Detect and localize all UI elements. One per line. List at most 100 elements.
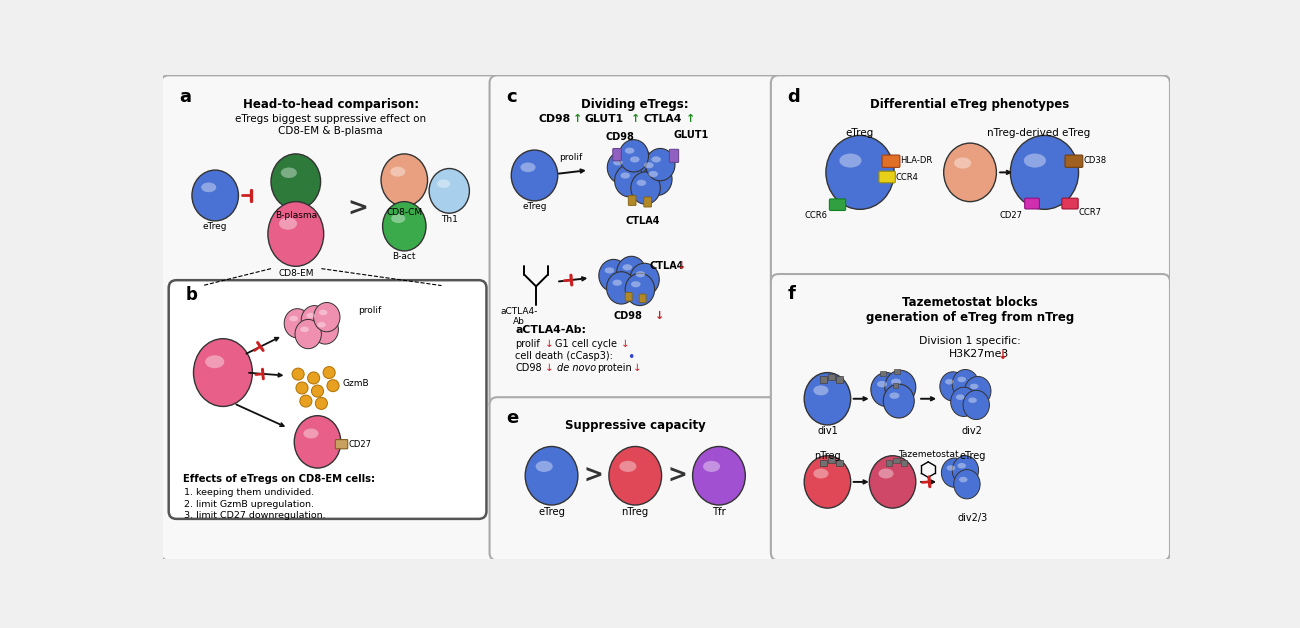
Text: CD98: CD98 — [515, 364, 542, 373]
Text: Ab: Ab — [514, 317, 525, 326]
Ellipse shape — [318, 310, 328, 315]
Text: ↓: ↓ — [620, 338, 629, 349]
Ellipse shape — [608, 447, 662, 505]
FancyBboxPatch shape — [883, 155, 900, 168]
FancyBboxPatch shape — [161, 75, 500, 560]
FancyBboxPatch shape — [1065, 155, 1083, 168]
Text: CD8-EM & B-plasma: CD8-EM & B-plasma — [278, 126, 384, 136]
FancyBboxPatch shape — [625, 293, 632, 301]
FancyBboxPatch shape — [893, 382, 898, 388]
FancyBboxPatch shape — [901, 460, 907, 466]
Ellipse shape — [619, 139, 649, 172]
Ellipse shape — [625, 273, 655, 306]
Text: c: c — [507, 88, 517, 106]
Ellipse shape — [202, 183, 216, 192]
Ellipse shape — [624, 148, 654, 181]
Text: HLA-DR: HLA-DR — [901, 156, 932, 165]
FancyBboxPatch shape — [644, 197, 651, 207]
FancyBboxPatch shape — [628, 195, 636, 205]
Text: Suppressive capacity: Suppressive capacity — [566, 419, 706, 432]
Ellipse shape — [637, 180, 646, 186]
Ellipse shape — [950, 387, 978, 416]
Text: aCTLA4-: aCTLA4- — [500, 307, 538, 316]
Ellipse shape — [194, 338, 252, 406]
FancyBboxPatch shape — [1024, 198, 1040, 209]
Ellipse shape — [612, 279, 621, 286]
FancyBboxPatch shape — [335, 440, 347, 449]
Ellipse shape — [520, 163, 536, 172]
Text: eTreg: eTreg — [959, 451, 985, 461]
Text: d: d — [788, 88, 800, 106]
Ellipse shape — [625, 148, 634, 154]
Text: Th1: Th1 — [441, 215, 458, 224]
Text: CTLA4: CTLA4 — [649, 261, 684, 271]
FancyBboxPatch shape — [885, 460, 892, 466]
Text: b: b — [186, 286, 198, 303]
FancyBboxPatch shape — [820, 460, 828, 466]
Ellipse shape — [295, 320, 321, 349]
Ellipse shape — [391, 214, 406, 223]
Ellipse shape — [946, 465, 956, 471]
FancyBboxPatch shape — [771, 274, 1170, 560]
Ellipse shape — [959, 477, 967, 482]
Text: B-plasma: B-plasma — [274, 211, 317, 220]
Ellipse shape — [620, 173, 630, 178]
Text: ↓: ↓ — [677, 261, 686, 271]
Text: div2: div2 — [962, 426, 983, 436]
Ellipse shape — [280, 217, 298, 230]
Text: ↓: ↓ — [633, 364, 642, 373]
FancyBboxPatch shape — [836, 460, 842, 466]
FancyBboxPatch shape — [169, 280, 486, 519]
Ellipse shape — [944, 143, 996, 202]
Ellipse shape — [294, 416, 341, 468]
Ellipse shape — [870, 456, 915, 508]
Circle shape — [328, 380, 339, 392]
Text: CD27: CD27 — [1000, 211, 1023, 220]
Text: e: e — [507, 409, 519, 427]
Text: nTreg-derived eTreg: nTreg-derived eTreg — [987, 127, 1089, 138]
Circle shape — [296, 382, 308, 394]
FancyBboxPatch shape — [820, 376, 828, 382]
Ellipse shape — [268, 202, 324, 266]
Ellipse shape — [883, 384, 914, 418]
Text: cell death (cCasp3):: cell death (cCasp3): — [515, 351, 614, 361]
Text: CD38: CD38 — [1083, 156, 1106, 165]
FancyBboxPatch shape — [490, 398, 780, 560]
Ellipse shape — [878, 381, 887, 387]
Ellipse shape — [599, 259, 628, 292]
Text: a: a — [179, 88, 191, 106]
Text: CD27: CD27 — [348, 440, 372, 448]
Text: CCR6: CCR6 — [805, 211, 828, 220]
Ellipse shape — [630, 156, 640, 163]
FancyBboxPatch shape — [771, 75, 1170, 288]
Text: de novo: de novo — [556, 364, 597, 373]
Ellipse shape — [616, 256, 646, 289]
FancyBboxPatch shape — [670, 149, 679, 163]
Text: prolif: prolif — [559, 153, 582, 161]
FancyBboxPatch shape — [893, 458, 900, 463]
Ellipse shape — [649, 171, 658, 177]
Ellipse shape — [879, 468, 893, 479]
FancyBboxPatch shape — [612, 148, 621, 161]
Ellipse shape — [437, 180, 450, 188]
Ellipse shape — [300, 327, 309, 332]
Ellipse shape — [970, 384, 979, 389]
Text: •: • — [628, 351, 634, 364]
Ellipse shape — [317, 322, 326, 328]
Ellipse shape — [525, 447, 578, 505]
Text: div1: div1 — [818, 426, 837, 436]
Text: prolif: prolif — [358, 306, 381, 315]
Ellipse shape — [945, 379, 954, 384]
Ellipse shape — [381, 154, 428, 206]
Ellipse shape — [941, 458, 967, 487]
Ellipse shape — [511, 150, 558, 201]
Text: >: > — [584, 463, 603, 488]
Ellipse shape — [840, 153, 862, 168]
Text: ↑: ↑ — [685, 114, 696, 124]
Text: GzmB: GzmB — [342, 379, 369, 388]
Text: ↑: ↑ — [572, 114, 582, 124]
Ellipse shape — [614, 160, 623, 165]
Text: eTreg: eTreg — [203, 222, 228, 232]
Text: eTreg: eTreg — [523, 202, 547, 212]
Text: CTLA4: CTLA4 — [625, 215, 660, 225]
